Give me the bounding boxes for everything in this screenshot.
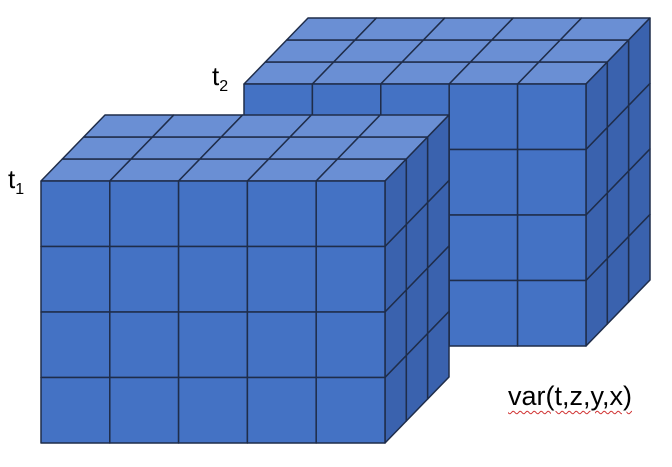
- front-cell: [315, 180, 386, 248]
- cube-t2: [243, 17, 651, 347]
- cube-t1: [40, 114, 450, 444]
- front-cell: [448, 279, 519, 347]
- front-cell: [315, 376, 386, 444]
- front-cell: [246, 180, 317, 248]
- front-cell: [246, 376, 317, 444]
- front-cell: [315, 311, 386, 379]
- front-cell: [40, 311, 111, 379]
- front-cell: [516, 214, 587, 282]
- front-cell: [516, 83, 587, 151]
- time-label-t2: t2: [212, 61, 229, 95]
- front-cell: [40, 180, 111, 248]
- front-cell: [448, 214, 519, 282]
- front-cell: [109, 180, 180, 248]
- front-cell: [448, 148, 519, 216]
- front-cell: [177, 245, 249, 313]
- side-cell: [627, 213, 651, 303]
- front-cell: [40, 376, 111, 444]
- front-cell: [109, 311, 180, 379]
- front-cell: [448, 83, 519, 151]
- front-cell: [516, 279, 587, 347]
- front-cell: [109, 245, 180, 313]
- front-cell: [246, 311, 317, 379]
- side-cell: [426, 310, 450, 400]
- front-cell: [315, 245, 386, 313]
- time-label-t1: t1: [8, 164, 25, 198]
- front-cell: [109, 376, 180, 444]
- front-cell: [177, 180, 249, 248]
- front-cell: [246, 245, 317, 313]
- front-cell: [40, 245, 111, 313]
- front-cell: [516, 148, 587, 216]
- front-cell: [177, 311, 249, 379]
- front-cell: [177, 376, 249, 444]
- variable-caption: var(t,z,y,x): [508, 381, 632, 411]
